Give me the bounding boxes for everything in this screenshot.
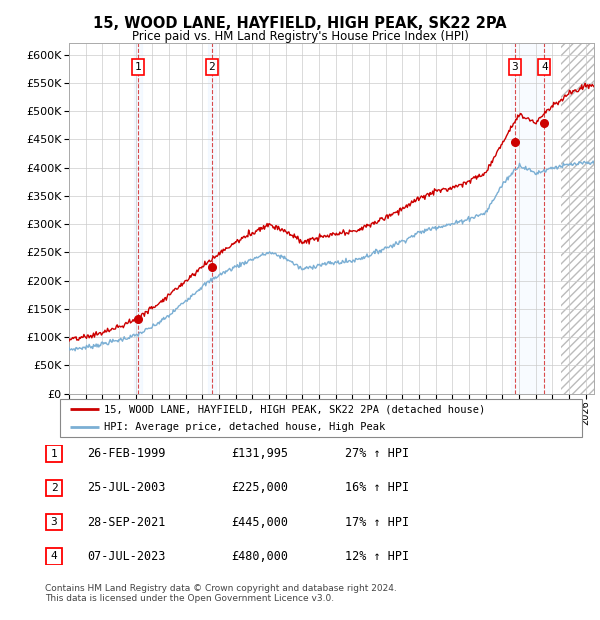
Text: £480,000: £480,000: [231, 550, 288, 562]
Text: 15, WOOD LANE, HAYFIELD, HIGH PEAK, SK22 2PA (detached house): 15, WOOD LANE, HAYFIELD, HIGH PEAK, SK22…: [104, 404, 485, 414]
Bar: [560, 43, 596, 394]
Text: 15, WOOD LANE, HAYFIELD, HIGH PEAK, SK22 2PA: 15, WOOD LANE, HAYFIELD, HIGH PEAK, SK22…: [93, 16, 507, 30]
Text: Price paid vs. HM Land Registry's House Price Index (HPI): Price paid vs. HM Land Registry's House …: [131, 30, 469, 43]
Text: 07-JUL-2023: 07-JUL-2023: [87, 550, 166, 562]
Text: 3: 3: [50, 517, 58, 527]
Text: 4: 4: [50, 551, 58, 561]
Text: 17% ↑ HPI: 17% ↑ HPI: [345, 516, 409, 528]
Text: £225,000: £225,000: [231, 482, 288, 494]
Bar: [134, 43, 142, 394]
Bar: [560, 43, 596, 394]
Text: 4: 4: [541, 62, 548, 72]
Text: 26-FEB-1999: 26-FEB-1999: [87, 448, 166, 460]
Text: 28-SEP-2021: 28-SEP-2021: [87, 516, 166, 528]
Text: 3: 3: [511, 62, 518, 72]
Text: Contains HM Land Registry data © Crown copyright and database right 2024.
This d: Contains HM Land Registry data © Crown c…: [45, 584, 397, 603]
Text: 1: 1: [135, 62, 142, 72]
Text: HPI: Average price, detached house, High Peak: HPI: Average price, detached house, High…: [104, 422, 386, 432]
Bar: [511, 43, 550, 394]
Text: 12% ↑ HPI: 12% ↑ HPI: [345, 550, 409, 562]
Text: 16% ↑ HPI: 16% ↑ HPI: [345, 482, 409, 494]
Text: 2: 2: [208, 62, 215, 72]
Bar: [208, 43, 216, 394]
Text: £131,995: £131,995: [231, 448, 288, 460]
Text: 1: 1: [50, 449, 58, 459]
Text: 27% ↑ HPI: 27% ↑ HPI: [345, 448, 409, 460]
Text: 2: 2: [50, 483, 58, 493]
Text: £445,000: £445,000: [231, 516, 288, 528]
Text: 25-JUL-2003: 25-JUL-2003: [87, 482, 166, 494]
